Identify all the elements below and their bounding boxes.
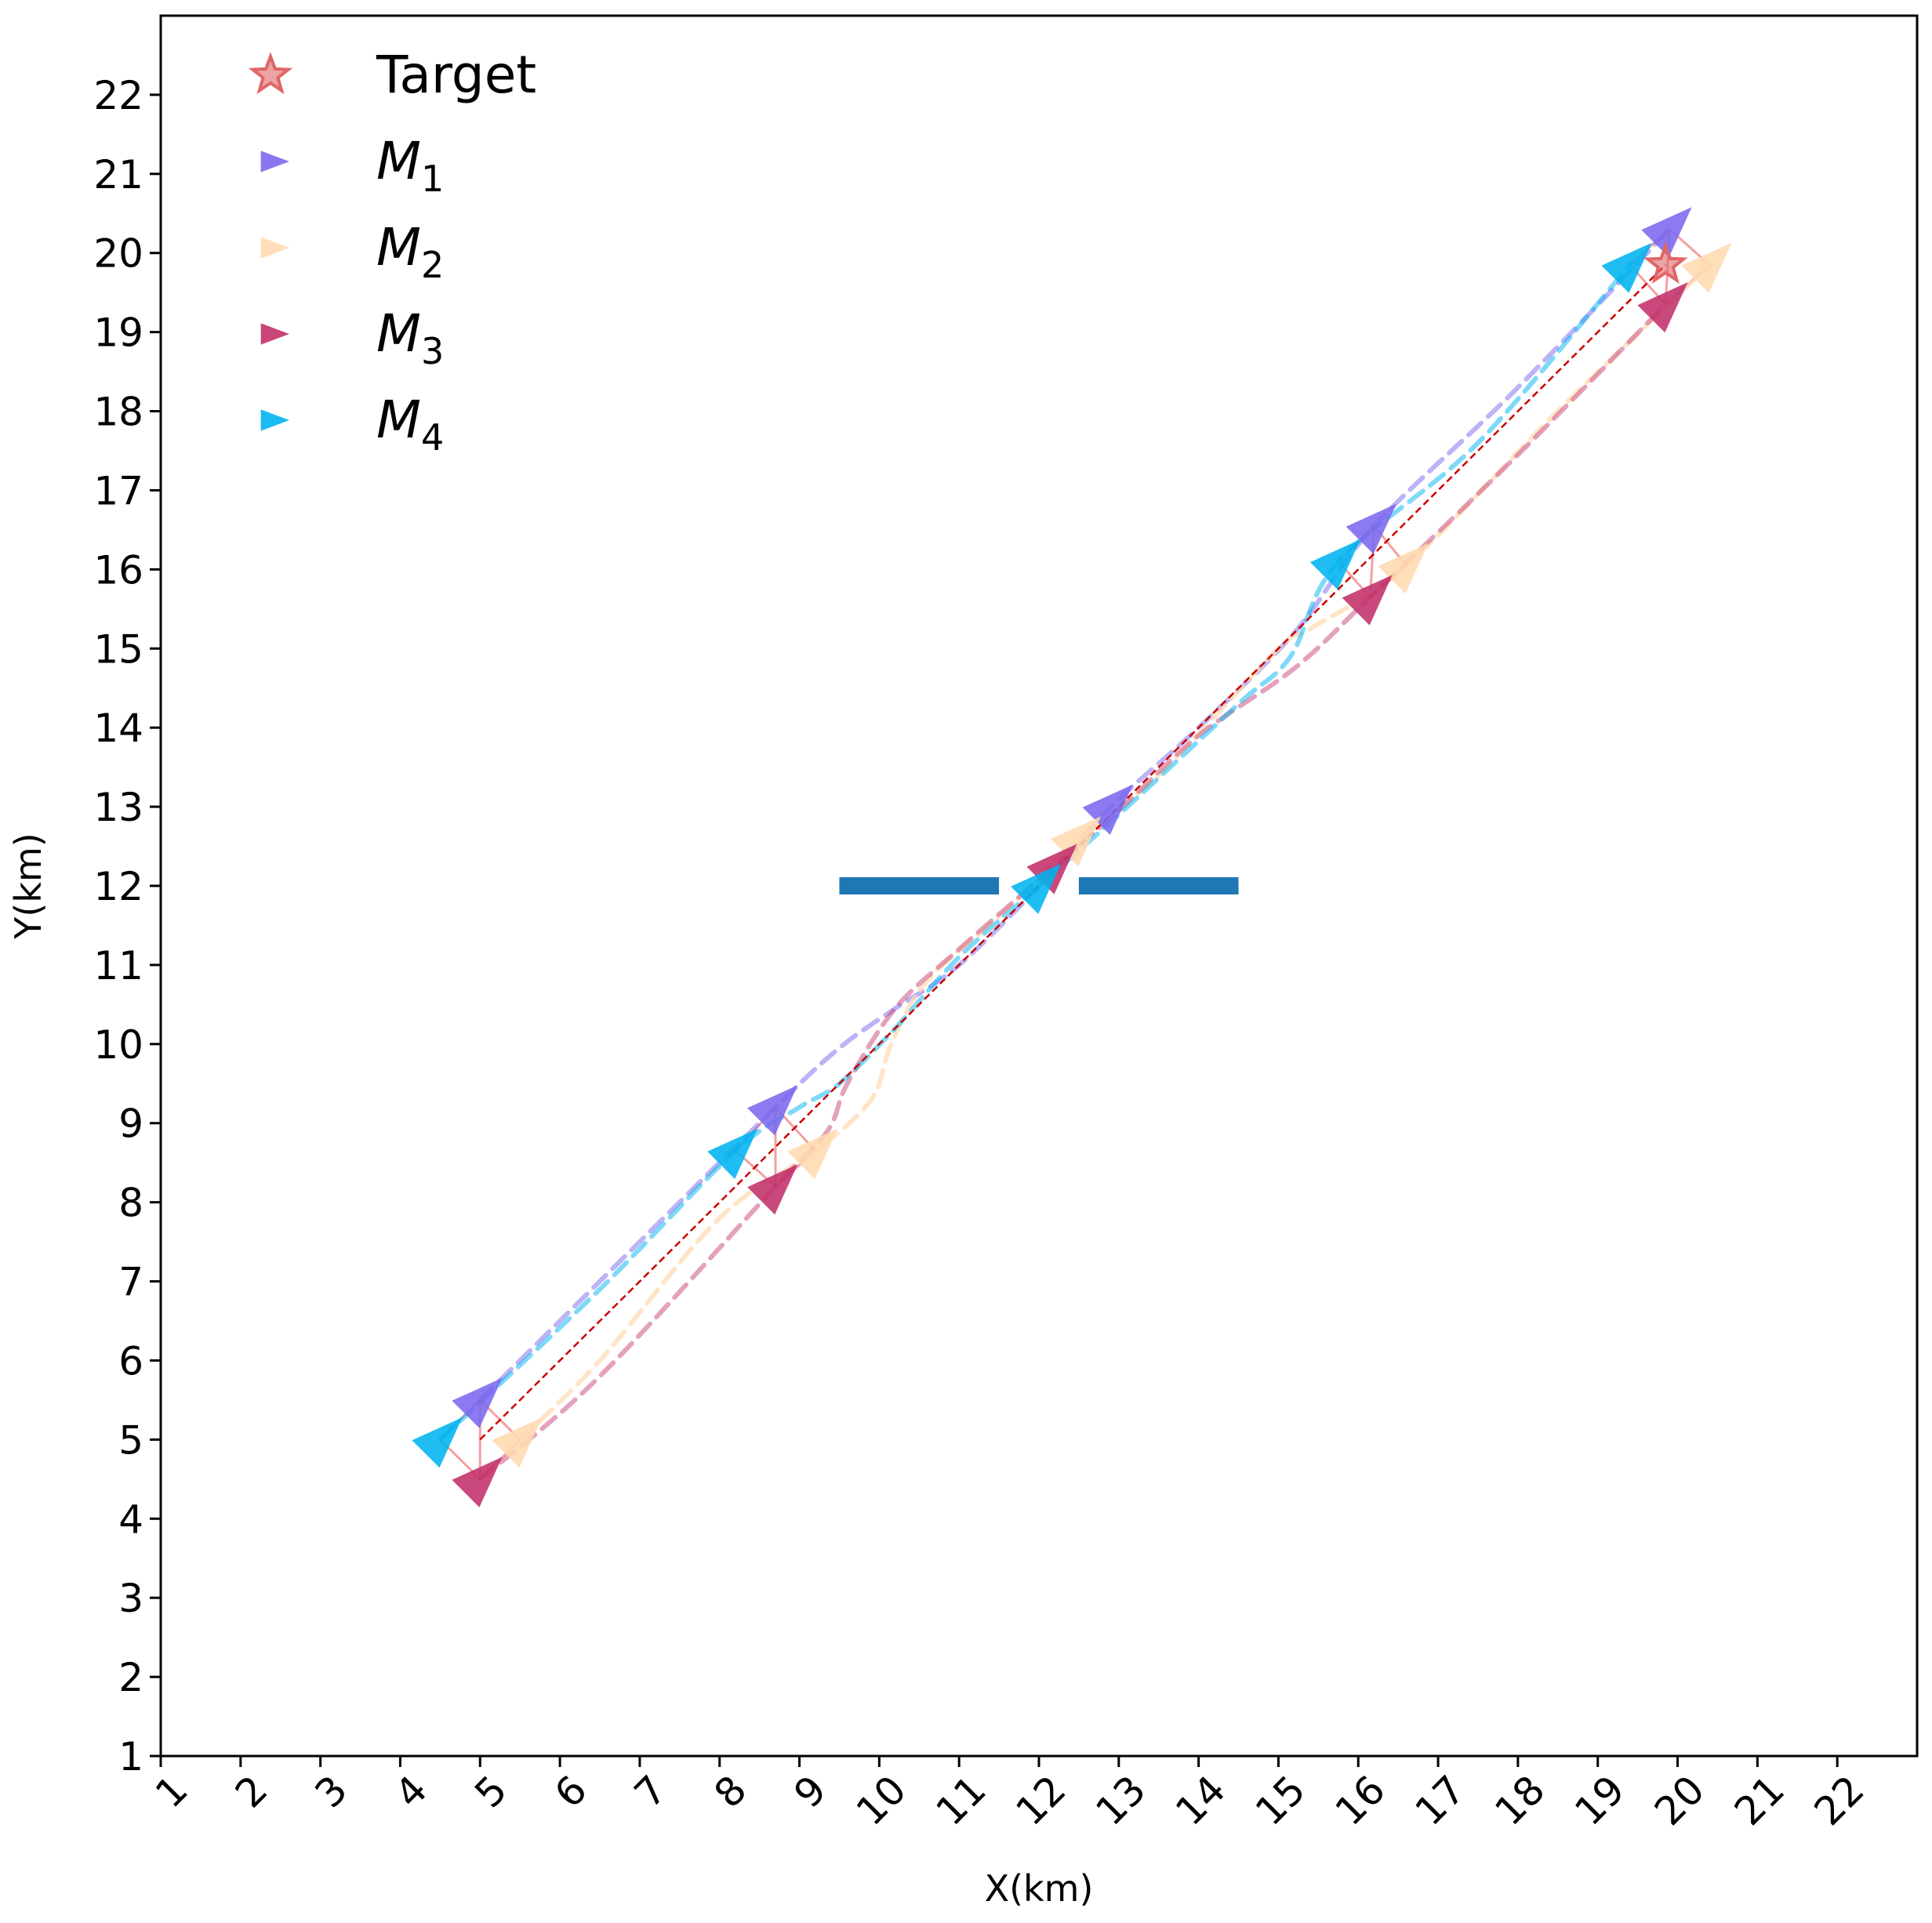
- marker-m2-2: [787, 1128, 838, 1179]
- legend-m3-label: M3: [376, 303, 444, 372]
- y-tick-label-8: 8: [118, 1181, 143, 1226]
- y-tick-label-20: 20: [93, 231, 143, 277]
- marker-m4-4: [1309, 539, 1361, 590]
- legend-m4-label: M4: [376, 390, 444, 459]
- marker-m4-3: [1011, 863, 1062, 914]
- marker-m1-2: [747, 1085, 798, 1136]
- y-tick-label-14: 14: [93, 706, 143, 751]
- y-tick-label-4: 4: [118, 1497, 143, 1542]
- marker-m3-5: [1637, 282, 1688, 333]
- legend-target-label: Target: [376, 45, 536, 105]
- y-tick-label-9: 9: [118, 1101, 143, 1147]
- marker-m4-5: [1601, 242, 1652, 293]
- marker-m2-1: [492, 1417, 543, 1468]
- marker-m1-5: [1641, 207, 1692, 258]
- y-tick-label-22: 22: [93, 73, 143, 118]
- legend-m3-icon: [260, 323, 289, 345]
- marker-m4-2: [707, 1128, 758, 1179]
- marker-m3-1: [452, 1457, 503, 1508]
- legend: Target M1 M2 M3 M4: [248, 45, 536, 459]
- legend-target-icon: [248, 52, 293, 95]
- marker-m3-4: [1342, 575, 1393, 626]
- marker-m1-3: [1082, 784, 1133, 835]
- legend-m2-icon: [260, 237, 289, 259]
- y-tick-label-15: 15: [93, 626, 143, 672]
- y-tick-label-3: 3: [118, 1576, 143, 1621]
- marker-m1-1: [452, 1377, 503, 1428]
- legend-m2-label: M2: [376, 217, 444, 286]
- target-star: [1643, 241, 1688, 284]
- y-tick-label-12: 12: [93, 864, 143, 909]
- legend-m4-icon: [260, 409, 289, 431]
- marker-m1-4: [1346, 503, 1396, 554]
- y-tick-label-13: 13: [93, 785, 143, 830]
- y-tick-label-19: 19: [93, 310, 143, 356]
- y-tick-label-10: 10: [93, 1022, 143, 1068]
- y-tick-label-5: 5: [118, 1417, 143, 1463]
- y-tick-label-11: 11: [93, 943, 143, 989]
- y-tick-label-2: 2: [118, 1655, 143, 1700]
- y-tick-label-17: 17: [93, 468, 143, 513]
- y-tick-label-16: 16: [93, 547, 143, 593]
- y-axis-label: Y(km): [7, 833, 49, 939]
- y-tick-label-1: 1: [118, 1734, 143, 1780]
- marker-m2-3: [1051, 816, 1102, 867]
- y-tick-label-18: 18: [93, 390, 143, 435]
- legend-m1-label: M1: [376, 131, 444, 200]
- marker-m4-1: [412, 1417, 463, 1468]
- marker-m3-2: [747, 1164, 798, 1215]
- y-tick-label-7: 7: [118, 1260, 143, 1305]
- marker-m2-5: [1681, 242, 1732, 293]
- y-tick-label-6: 6: [118, 1338, 143, 1384]
- x-axis-label: X(km): [985, 1867, 1094, 1910]
- marker-m2-4: [1378, 543, 1429, 594]
- plot-area: [412, 207, 1732, 1508]
- y-tick-label-21: 21: [93, 152, 143, 198]
- legend-m1-icon: [260, 151, 289, 172]
